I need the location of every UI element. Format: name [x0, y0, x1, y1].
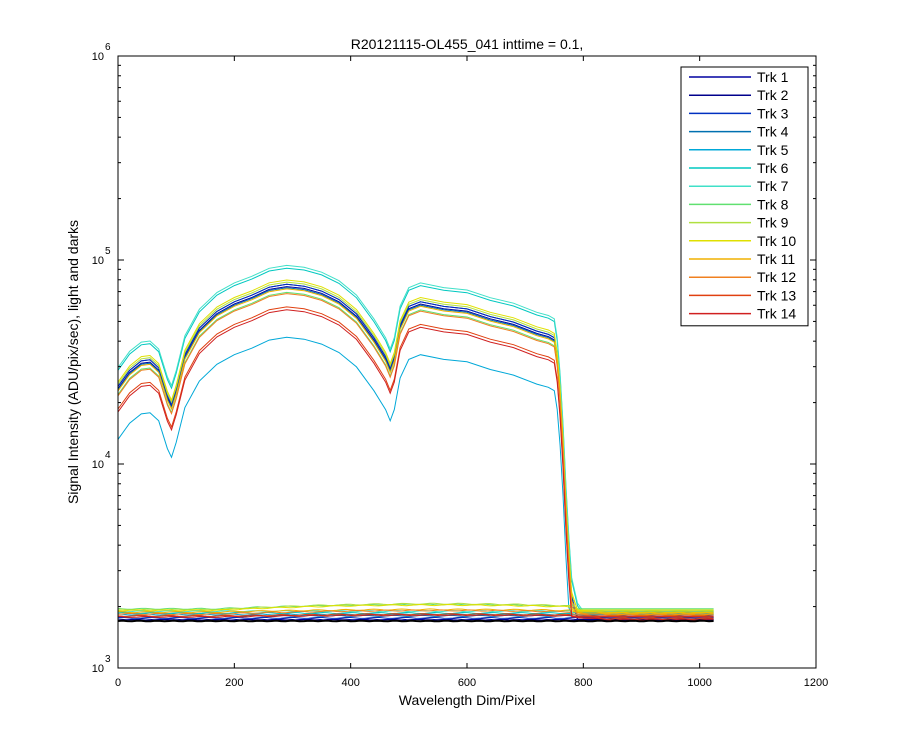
legend-label: Trk 9	[757, 215, 789, 231]
legend-label: Trk 2	[757, 87, 789, 103]
y-tick-exponent: 5	[105, 246, 111, 257]
x-axis: 0 200 400 600 800 1000 1200	[115, 56, 828, 689]
y-tick-label: 10	[92, 459, 104, 471]
legend-label: Trk 3	[757, 105, 789, 121]
x-tick-label: 800	[574, 677, 592, 689]
y-axis-label: Signal Intensity (ADU/pix/sec), light an…	[65, 220, 81, 504]
legend-label: Trk 7	[757, 178, 789, 194]
legend-label: Trk 5	[757, 142, 789, 158]
x-tick-label: 400	[341, 677, 359, 689]
legend-box	[680, 66, 809, 327]
y-tick-label: 10	[92, 663, 104, 675]
series-line	[117, 279, 714, 611]
legend-label: Trk 12	[757, 269, 796, 285]
series-line	[117, 293, 714, 615]
y-tick-label: 10	[92, 51, 104, 63]
series-line	[117, 306, 714, 617]
x-tick-label: 0	[115, 677, 121, 689]
series-line	[117, 309, 714, 618]
x-tick-label: 600	[458, 677, 476, 689]
series-line	[117, 288, 714, 613]
legend-label: Trk 6	[757, 160, 789, 176]
chart-title: R20121115-OL455_041 inttime = 0.1,	[351, 36, 584, 52]
x-tick-label: 1000	[687, 677, 711, 689]
y-tick-exponent: 3	[105, 654, 111, 665]
y-tick-exponent: 4	[105, 450, 111, 461]
legend-label: Trk 10	[757, 233, 796, 249]
series-line	[117, 264, 714, 612]
legend-label: Trk 4	[757, 124, 789, 140]
dark-baseline-line	[117, 619, 714, 623]
legend-label: Trk 1	[757, 69, 789, 85]
legend-label: Trk 14	[757, 306, 796, 322]
series-line	[117, 267, 714, 614]
x-axis-label: Wavelength Dim/Pixel	[399, 692, 535, 708]
legend-label: Trk 11	[757, 251, 795, 267]
legend: Trk 1 Trk 2 Trk 3 Trk 4 Trk 5 Trk 6 Trk 7 Trk 8…	[680, 66, 809, 327]
y-tick-label: 10	[92, 255, 104, 267]
x-tick-label: 200	[225, 677, 243, 689]
legend-label: Trk 13	[757, 287, 796, 303]
y-tick-exponent: 6	[105, 42, 111, 53]
legend-label: Trk 8	[757, 196, 789, 212]
x-tick-label: 1200	[804, 677, 828, 689]
series-layer	[117, 264, 714, 623]
dark-series-line	[117, 613, 714, 620]
